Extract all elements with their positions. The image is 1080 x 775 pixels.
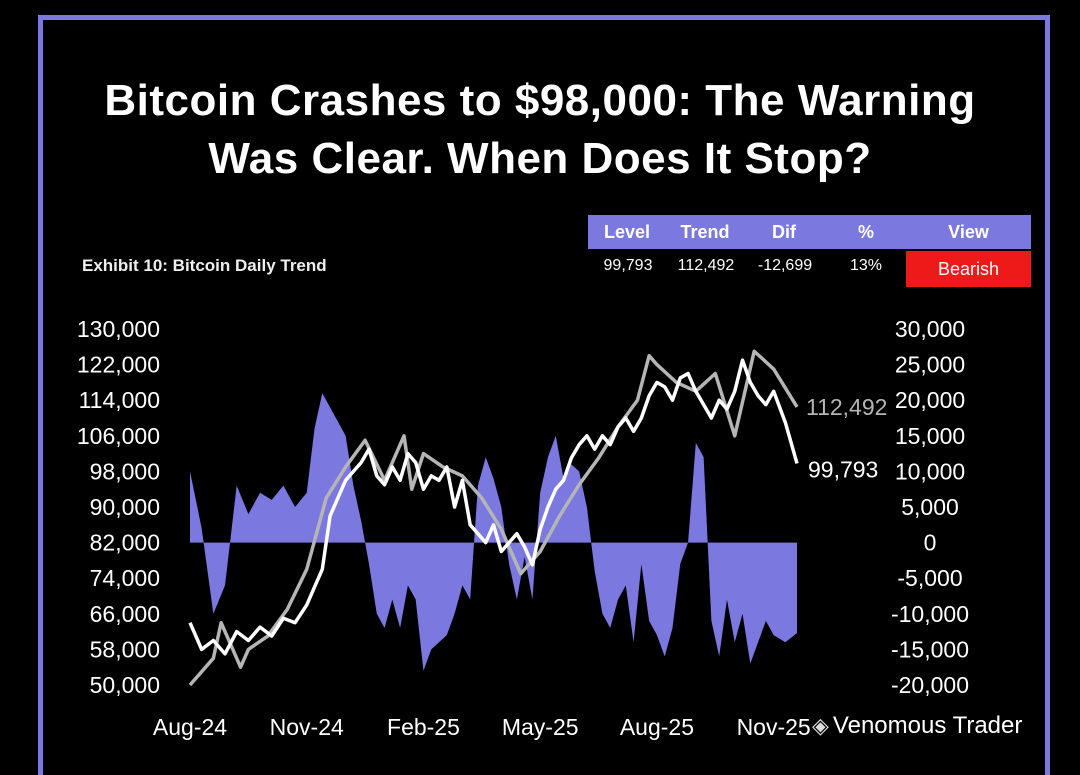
y-right-tick-label: -5,000 — [897, 565, 962, 591]
y-right-tick-label: 5,000 — [901, 494, 959, 520]
level-end-label: 99,793 — [808, 456, 878, 482]
trend-end-label: 112,492 — [806, 394, 887, 420]
header-percent: % — [857, 222, 874, 242]
value-dif: -12,699 — [757, 257, 813, 274]
y-right-tick-label: 15,000 — [895, 423, 965, 449]
view-bearish-badge: Bearish — [906, 251, 1031, 287]
x-tick-label: Aug-25 — [620, 714, 694, 740]
x-tick-label: Nov-25 — [737, 714, 811, 740]
y-left-tick-label: 58,000 — [90, 636, 160, 662]
watermark-text: Venomous Trader — [832, 712, 1023, 739]
y-right-tick-label: 25,000 — [895, 352, 965, 378]
exhibit-label: Exhibit 10: Bitcoin Daily Trend — [82, 256, 327, 275]
header-view: View — [948, 222, 989, 242]
stats-header-bar: Level Trend Dif % View — [588, 215, 1031, 249]
header-dif: Dif — [772, 222, 796, 242]
value-level: 99,793 — [603, 257, 653, 274]
x-tick-label: Nov-24 — [270, 714, 344, 740]
y-right-tick-label: -20,000 — [891, 672, 969, 698]
y-right-tick-label: -15,000 — [891, 636, 969, 662]
dif-area — [190, 393, 797, 671]
x-tick-label: May-25 — [502, 714, 579, 740]
y-right-tick-label: 30,000 — [895, 316, 965, 342]
bitcoin-trend-chart: 130,000 122,000 114,000 106,000 98,000 90,000… — [77, 316, 969, 740]
page-title-line-2: Was Clear. When Does It Stop? — [208, 134, 872, 183]
y-right-tick-label: -10,000 — [891, 601, 969, 627]
y-right-tick-label: 0 — [924, 530, 937, 556]
trend-line — [188, 349, 799, 687]
y-left-tick-label: 50,000 — [90, 672, 160, 698]
value-trend: 112,492 — [677, 257, 735, 274]
y-left-tick-label: 66,000 — [90, 601, 160, 627]
x-tick-label: Aug-24 — [153, 714, 227, 740]
y-left-tick-label: 82,000 — [90, 530, 160, 556]
y-left-tick-label: 90,000 — [90, 494, 160, 520]
y-left-tick-label: 106,000 — [77, 423, 160, 449]
y-left-tick-label: 98,000 — [90, 458, 160, 484]
y-right-tick-label: 20,000 — [895, 387, 965, 413]
chart-frame — [38, 15, 1050, 775]
y-left-tick-label: 74,000 — [90, 565, 160, 591]
watermark: ◈ Venomous Trader — [812, 712, 1022, 740]
y-left-tick-label: 130,000 — [77, 316, 160, 342]
y-left-tick-label: 114,000 — [79, 387, 160, 413]
page-title-line-1: Bitcoin Crashes to $98,000: The Warning — [104, 76, 976, 125]
y-right-tick-label: 10,000 — [895, 458, 965, 484]
y-left-tick-label: 122,000 — [77, 352, 160, 378]
header-level: Level — [603, 222, 651, 242]
value-percent: 13% — [849, 257, 883, 274]
header-trend: Trend — [680, 222, 730, 242]
diamond-logo-icon: ◈ — [812, 713, 829, 738]
x-tick-label: Feb-25 — [387, 714, 460, 740]
price-line — [188, 358, 799, 656]
